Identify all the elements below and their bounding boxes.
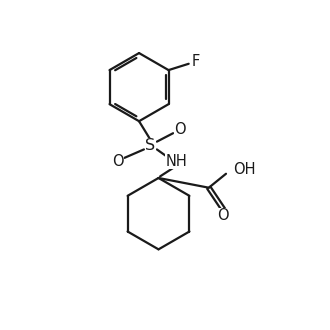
Text: O: O xyxy=(174,122,185,137)
Text: OH: OH xyxy=(233,162,256,177)
Text: NH: NH xyxy=(165,154,187,169)
Text: O: O xyxy=(112,154,124,169)
Text: S: S xyxy=(145,138,155,153)
Text: F: F xyxy=(192,54,200,69)
Text: O: O xyxy=(217,208,229,223)
